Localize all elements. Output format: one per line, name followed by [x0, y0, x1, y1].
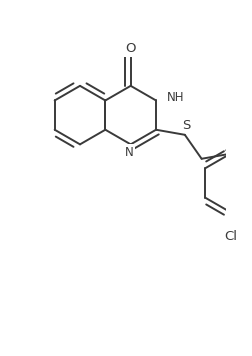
Text: N: N	[125, 146, 134, 158]
Text: S: S	[182, 119, 191, 132]
Text: NH: NH	[167, 91, 184, 104]
Text: O: O	[125, 42, 136, 56]
Text: Cl: Cl	[224, 230, 237, 242]
